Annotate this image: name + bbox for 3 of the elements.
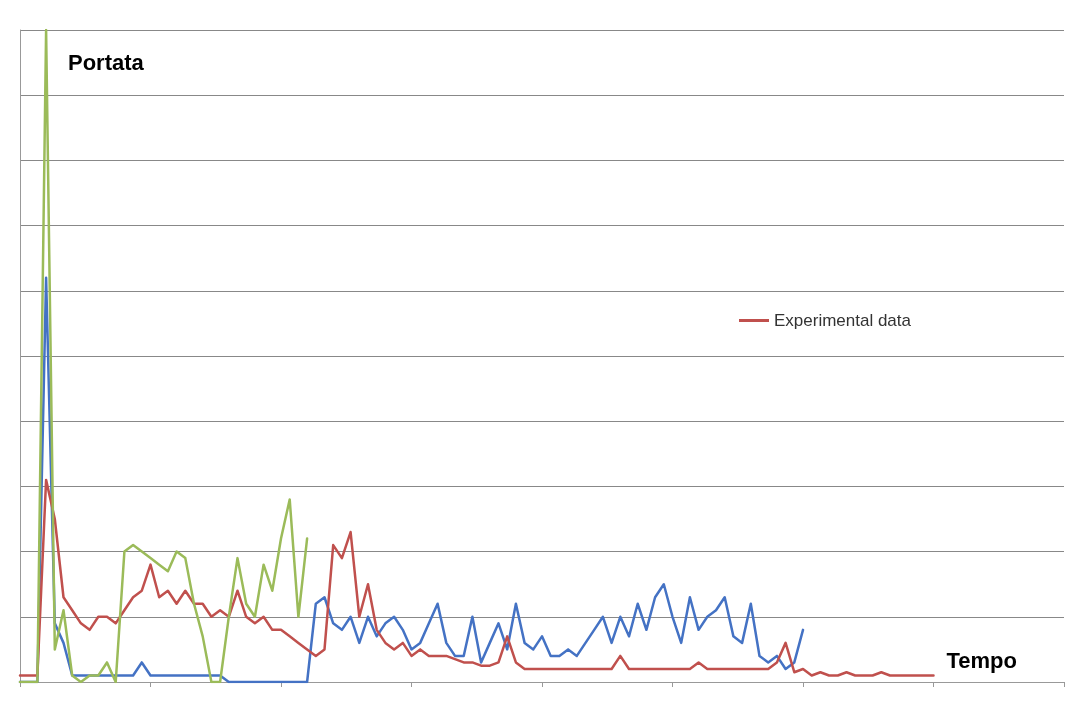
- text: Portata: [68, 49, 145, 75]
- legend-label: Experimental data: [773, 311, 912, 330]
- x-axis-title: Tempo: [946, 647, 1017, 673]
